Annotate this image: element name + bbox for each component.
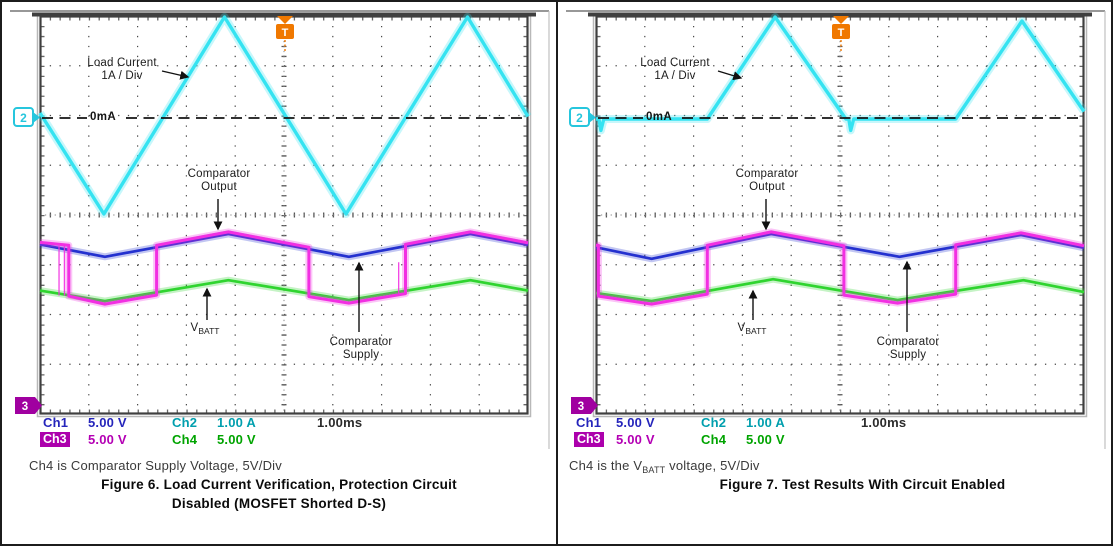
figure-caption-line1: Figure 6. Load Current Verification, Pro… xyxy=(101,477,457,492)
readout-ch2-value: 1.00 A xyxy=(746,415,786,430)
scope-screen: T 2 3 xyxy=(566,10,1106,449)
scope-panel-figure7: T 2 3 Load Current 1A / Div xyxy=(558,2,1112,544)
readout-ch3-badge: Ch3 xyxy=(40,432,70,447)
vbatt-label: VBATT xyxy=(737,322,767,336)
zero-ma-label: 0mA xyxy=(646,111,673,123)
ch2-marker-label: 2 xyxy=(20,111,27,125)
ch3-marker-label: 3 xyxy=(578,401,584,413)
trace-ch2 xyxy=(38,15,530,216)
comparator-output-label: Comparator Output xyxy=(735,168,799,193)
readout-ch2-value: 1.00 A xyxy=(217,415,257,430)
readout-ch1-label: Ch1 xyxy=(576,415,602,430)
ch3-marker-label: 3 xyxy=(22,401,28,413)
scope-screen: T 2 3 xyxy=(10,10,550,449)
trace-ch4 xyxy=(39,278,529,303)
readout-time-value: 1.00ms xyxy=(861,415,907,430)
vbatt-label: VBATT xyxy=(190,322,220,336)
trace-ch1 xyxy=(39,232,529,259)
trace-ch3 xyxy=(596,230,1085,306)
trace-ch4 xyxy=(595,277,1085,303)
scope-graticule-and-traces xyxy=(566,10,1106,449)
readout-ch3-value: 5.00 V xyxy=(88,432,127,447)
readout-ch4-label: Ch4 xyxy=(701,432,727,447)
ch3-zero-marker: 3 xyxy=(15,397,42,414)
readout-ch2-label: Ch2 xyxy=(701,415,727,430)
ch2-zero-marker: 2 xyxy=(13,107,40,127)
readout-ch1-value: 5.00 V xyxy=(88,415,127,430)
scope-graticule-and-traces xyxy=(10,10,550,449)
ch2-marker-label: 2 xyxy=(576,111,583,125)
scope-note: Ch4 is Comparator Supply Voltage, 5V/Div xyxy=(29,458,282,473)
comparator-supply-label: Comparator Supply xyxy=(876,336,940,361)
readout-time-value: 1.00ms xyxy=(317,415,363,430)
readout-ch2-label: Ch2 xyxy=(172,415,198,430)
readout-ch1-value: 5.00 V xyxy=(616,415,655,430)
comparator-output-label: Comparator Output xyxy=(187,168,251,193)
scope-panel-figure6: T 2 3 Load Current 1A / Div xyxy=(2,2,556,544)
trigger-marker: T xyxy=(832,16,850,52)
panel-divider xyxy=(556,2,558,544)
annotation-arrows xyxy=(717,70,912,332)
scope-note: Ch4 is the VBATT voltage, 5V/Div xyxy=(569,458,760,475)
trigger-marker: T xyxy=(276,16,294,52)
readout-ch4-label: Ch4 xyxy=(172,432,198,447)
load-current-label: Load Current 1A / Div xyxy=(640,57,710,82)
readout-ch1-label: Ch1 xyxy=(43,415,69,430)
load-current-arrow xyxy=(717,70,743,81)
figure-caption-line1: Figure 7. Test Results With Circuit Enab… xyxy=(719,477,1006,492)
trigger-label: T xyxy=(838,27,845,39)
comparator-supply-label: Comparator Supply xyxy=(329,336,393,361)
readout-ch4-value: 5.00 V xyxy=(746,432,785,447)
trigger-label: T xyxy=(282,27,289,39)
readout-ch3-value: 5.00 V xyxy=(616,432,655,447)
readout-ch3-badge: Ch3 xyxy=(574,432,604,447)
ch2-zero-marker: 2 xyxy=(569,107,596,127)
readout-ch4-value: 5.00 V xyxy=(217,432,256,447)
annotation-arrows xyxy=(161,70,364,332)
load-current-arrow xyxy=(161,70,190,80)
load-current-label: Load Current 1A / Div xyxy=(87,57,157,82)
trace-ch2 xyxy=(596,15,1086,133)
zero-ma-label: 0mA xyxy=(90,111,117,123)
ch3-zero-marker: 3 xyxy=(571,397,598,414)
figure-caption-line2: Disabled (MOSFET Shorted D-S) xyxy=(171,496,387,511)
trace-ch3 xyxy=(39,230,529,306)
